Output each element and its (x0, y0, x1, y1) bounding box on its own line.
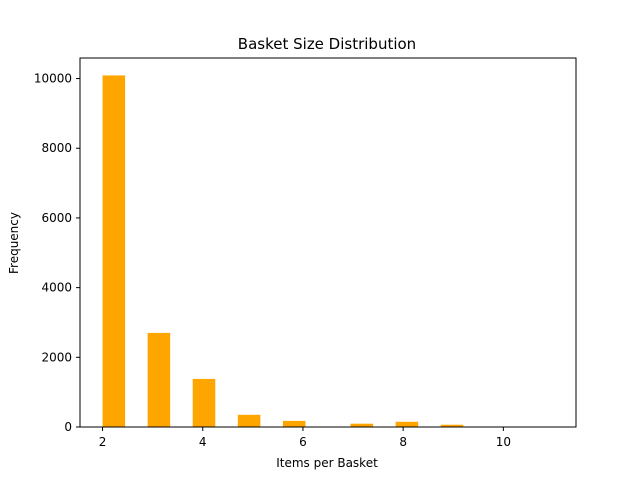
histogram-bar-6 (350, 423, 374, 427)
x-tick-label-10: 10 (496, 435, 511, 449)
bars-group (102, 75, 554, 428)
histogram-bar-7 (395, 421, 419, 427)
x-axis-label: Items per Basket (276, 456, 378, 470)
y-tick-label-8000: 8000 (41, 141, 72, 155)
y-tick-label-2000: 2000 (41, 350, 72, 364)
y-tick-label-4000: 4000 (41, 281, 72, 295)
plot-frame (79, 57, 577, 428)
x-tick-label-2: 2 (99, 435, 107, 449)
histogram-bar-2 (192, 378, 216, 427)
histogram-bar-8 (440, 424, 464, 427)
histogram-bar-1 (147, 332, 171, 427)
x-tick-label-8: 8 (399, 435, 407, 449)
x-tick-label-6: 6 (299, 435, 307, 449)
y-tick-label-10000: 10000 (34, 72, 72, 86)
histogram-bar-0 (102, 75, 126, 428)
y-tick-label-0: 0 (64, 420, 72, 434)
histogram-bar-3 (237, 414, 261, 427)
ticks-group: 2 4 6 8 10 0 2000 4000 6000 8000 10000 (34, 72, 511, 449)
histogram-bar-4 (282, 420, 306, 427)
y-tick-label-6000: 6000 (41, 211, 72, 225)
y-axis-label: Frequency (7, 212, 21, 274)
x-tick-label-4: 4 (199, 435, 207, 449)
chart-title: Basket Size Distribution (238, 35, 416, 53)
